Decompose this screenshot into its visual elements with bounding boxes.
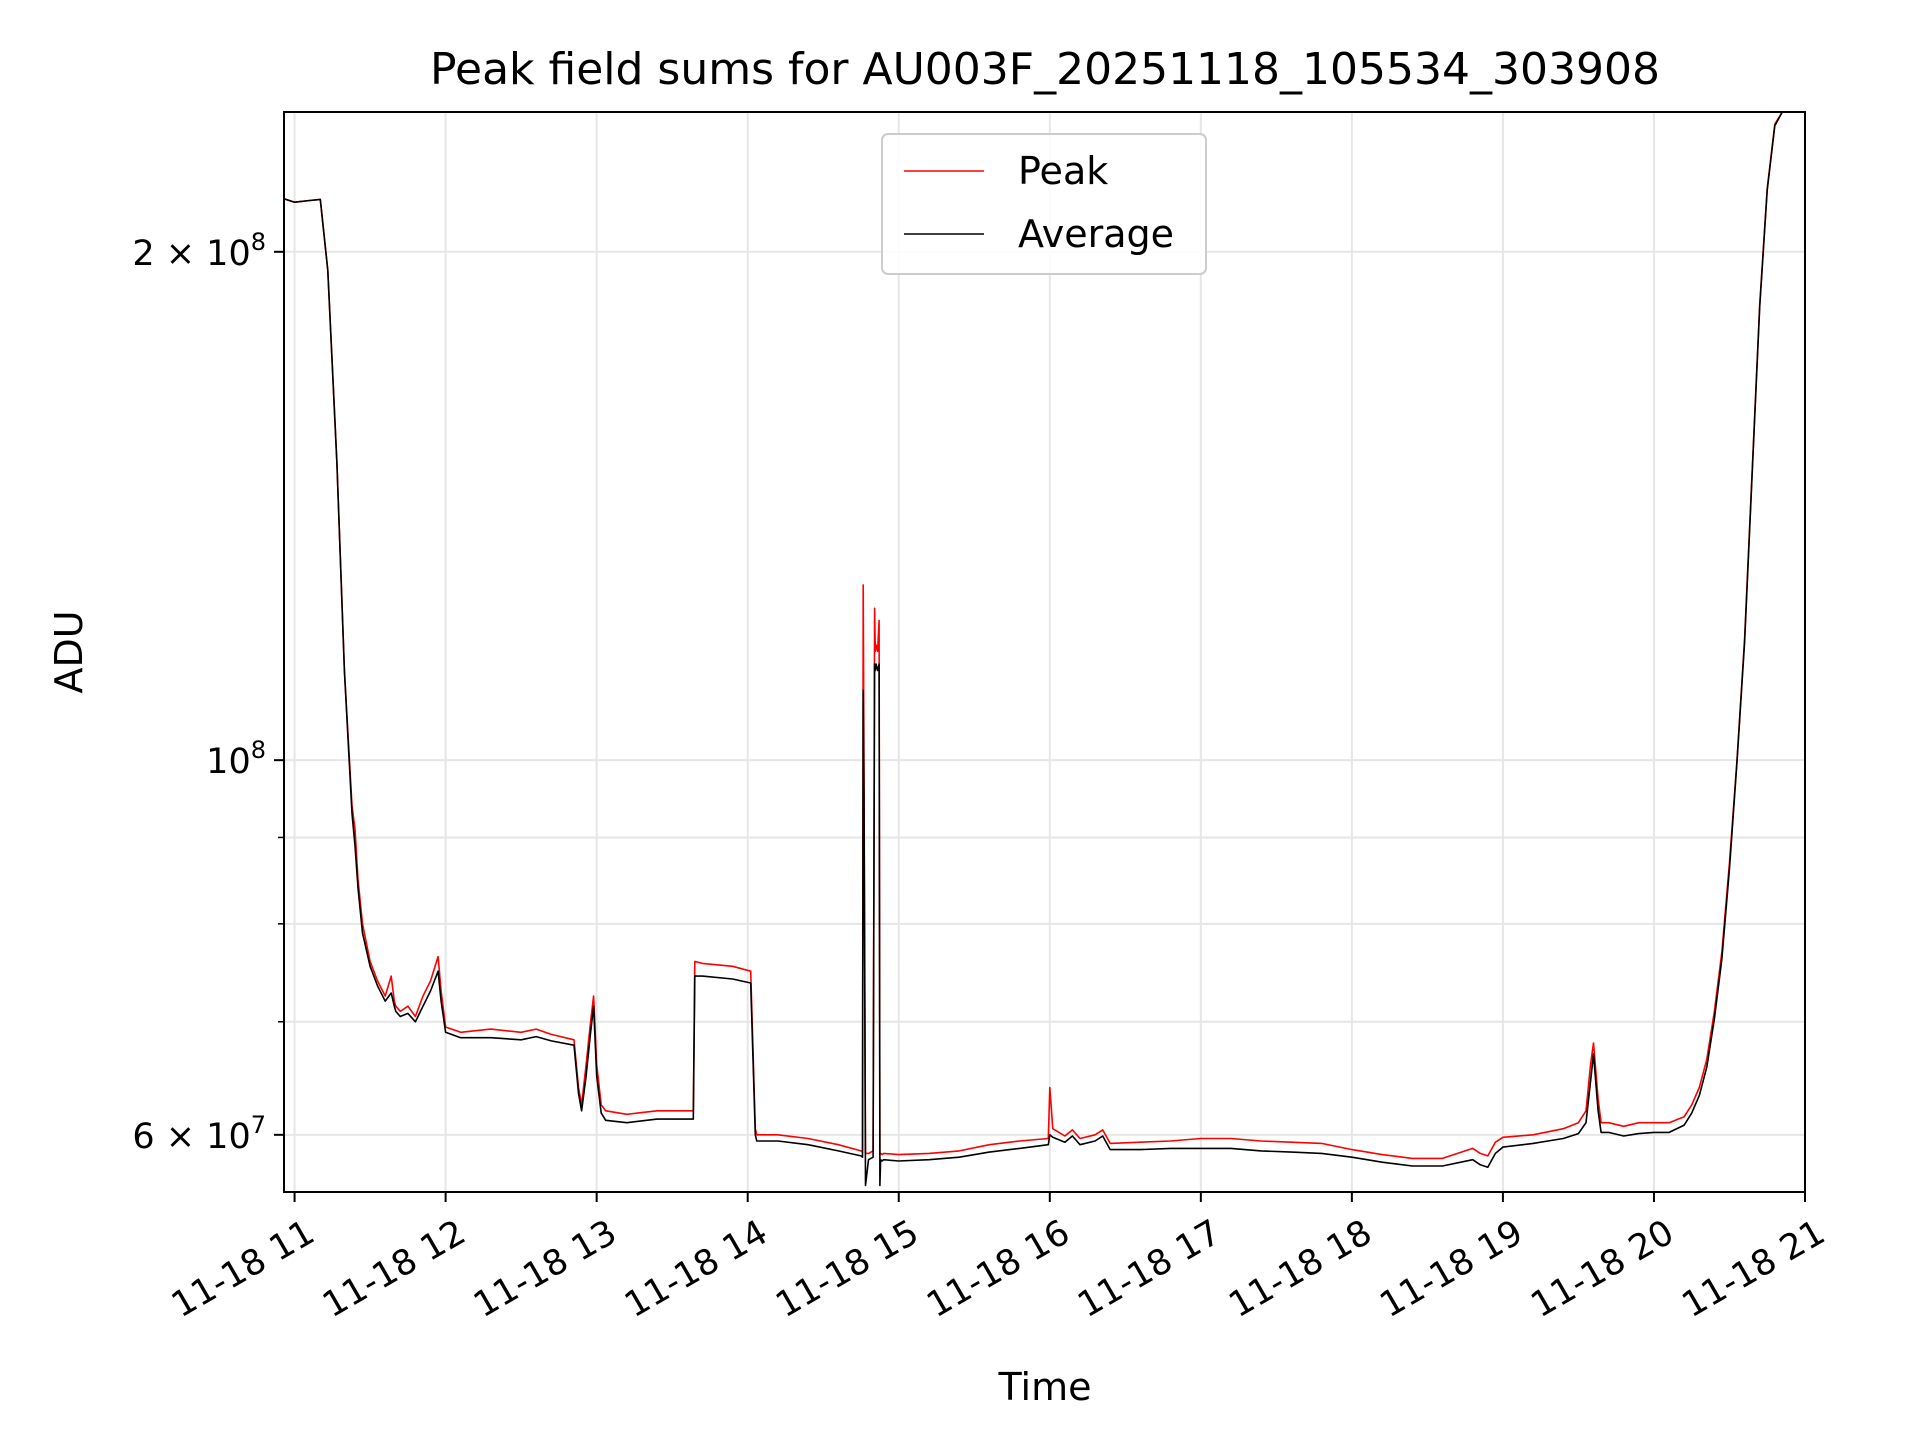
y-tick-label-exponent: 8 <box>251 736 266 764</box>
legend-label-peak: Peak <box>1018 149 1108 193</box>
y-axis-label: ADU <box>47 610 91 693</box>
x-axis-label: Time <box>998 1365 1092 1409</box>
y-tick-label-exponent: 7 <box>251 1111 266 1139</box>
y-tick-label-exponent: 8 <box>251 228 266 256</box>
y-tick-label-base: 10 <box>206 742 251 782</box>
legend: Peak Average <box>881 133 1207 275</box>
chart-title: Peak field sums for AU003F_20251118_1055… <box>430 44 1660 95</box>
axes-frame <box>283 111 1806 1193</box>
plot-area <box>284 112 1805 1187</box>
y-tick-label: 6 × 107 <box>132 1111 266 1157</box>
legend-label-average: Average <box>1018 212 1174 256</box>
y-tick-label: 2 × 108 <box>132 228 266 274</box>
y-tick-label-base: 2 × 10 <box>132 234 250 274</box>
y-tick-label-base: 6 × 10 <box>132 1117 250 1157</box>
legend-box <box>881 133 1207 275</box>
series-line-average <box>284 112 1805 1187</box>
y-tick-label: 108 <box>206 736 266 782</box>
